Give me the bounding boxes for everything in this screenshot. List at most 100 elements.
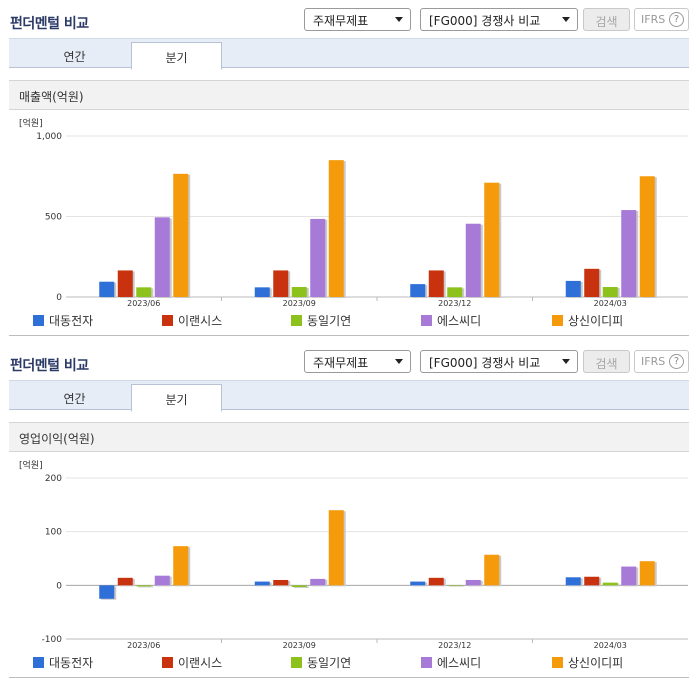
bar-에스씨디-2024-03	[621, 566, 637, 586]
legend-label: 이랜시스	[178, 656, 223, 670]
x-tick-label: 2023/06	[127, 299, 160, 307]
unit-label: [억원]	[19, 117, 43, 129]
panel-title: 펀더멘털 비교	[10, 358, 89, 374]
period-tabs: 연간 분기	[9, 38, 689, 70]
legend-swatch	[33, 315, 44, 326]
chevron-down-icon	[562, 17, 570, 22]
legend-swatch	[552, 315, 563, 326]
tab-annual[interactable]: 연간	[63, 50, 86, 64]
bar-에스씨디-2023-09	[310, 218, 326, 297]
peer-group-select[interactable]: [FG000] 경쟁사 비교	[420, 8, 578, 31]
y-tick-label: -100	[42, 635, 63, 645]
bar-상신이디피-2023-09	[328, 510, 344, 586]
legend-swatch	[162, 315, 173, 326]
legend-label: 동일기연	[307, 314, 352, 328]
legend-label: 동일기연	[307, 656, 352, 670]
chart-svg: [억원] 0 500 1,000 2023/06 2023/09 2023/12 2024/0…	[19, 117, 688, 307]
panel-title: 펀더멘털 비교	[10, 16, 89, 32]
ifrs-button[interactable]: IFRS?	[634, 8, 689, 31]
y-tick-label: 1,000	[36, 132, 62, 142]
ifrs-button[interactable]: IFRS?	[634, 350, 689, 373]
legend-item[interactable]: 상신이디피	[552, 312, 623, 329]
statement-select-value: 주재무제표	[313, 356, 369, 370]
legend-item[interactable]: 동일기연	[291, 654, 351, 671]
bar-동일기연-2023-12	[447, 585, 463, 586]
legend-label: 에스씨디	[437, 314, 482, 328]
bar-대동전자-2023-09	[254, 581, 270, 586]
chart-svg: [억원] -100 0 100 200 2023/06 2023/09 2023/12 2024…	[19, 459, 688, 649]
legend-item[interactable]: 에스씨디	[421, 312, 481, 329]
help-icon[interactable]: ?	[669, 354, 684, 369]
bar-동일기연-2024-03	[602, 287, 618, 297]
x-tick-label: 2023/12	[438, 299, 471, 307]
peer-group-select-value: [FG000] 경쟁사 비교	[429, 14, 541, 28]
tab-quarterly[interactable]: 분기	[131, 384, 222, 412]
legend-item[interactable]: 대동전자	[33, 312, 93, 329]
unit-label: [억원]	[19, 459, 43, 471]
bar-동일기연-2024-03	[602, 582, 618, 586]
bar-이랜시스-2023-09	[273, 579, 289, 586]
bar-대동전자-2023-06	[99, 585, 115, 599]
bar-이랜시스-2023-09	[273, 270, 289, 297]
x-tick-label: 2024/03	[594, 299, 627, 307]
legend-item[interactable]: 상신이디피	[552, 654, 623, 671]
bar-상신이디피-2023-12	[484, 554, 500, 586]
bar-에스씨디-2023-12	[465, 223, 481, 297]
y-tick-label: 500	[45, 213, 62, 223]
bar-이랜시스-2023-06	[117, 270, 133, 297]
bar-상신이디피-2023-09	[328, 160, 344, 297]
y-tick-label: 0	[56, 293, 62, 303]
bar-대동전자-2023-12	[410, 284, 426, 297]
legend-item[interactable]: 대동전자	[33, 654, 93, 671]
legend-swatch	[421, 315, 432, 326]
chart-legend: 대동전자 이랜시스 동일기연 에스씨디 상신이디피	[9, 650, 689, 678]
revenue-chart: [억원] 0 500 1,000 2023/06 2023/09 2023/12 2024/0…	[9, 112, 689, 307]
x-tick-label: 2023/06	[127, 641, 160, 649]
ifrs-label: IFRS	[641, 13, 666, 26]
metric-header: 영업이익(억원)	[9, 422, 689, 452]
statement-select[interactable]: 주재무제표	[304, 350, 411, 373]
bar-이랜시스-2024-03	[584, 268, 600, 297]
x-tick-label: 2023/09	[283, 641, 316, 649]
legend-label: 상신이디피	[568, 314, 624, 328]
bar-에스씨디-2023-06	[154, 575, 170, 586]
tab-annual[interactable]: 연간	[63, 392, 86, 406]
statement-select[interactable]: 주재무제표	[304, 8, 411, 31]
help-icon[interactable]: ?	[669, 12, 684, 27]
tab-quarterly[interactable]: 분기	[131, 42, 222, 70]
x-tick-label: 2023/12	[438, 641, 471, 649]
bar-상신이디피-2023-12	[484, 182, 500, 297]
legend-swatch	[552, 657, 563, 668]
y-tick-label: 0	[56, 581, 62, 591]
search-button[interactable]: 검색	[583, 350, 630, 373]
legend-item[interactable]: 이랜시스	[162, 654, 222, 671]
peer-group-select[interactable]: [FG000] 경쟁사 비교	[420, 350, 578, 373]
bar-동일기연-2023-12	[447, 287, 463, 297]
chevron-down-icon	[562, 359, 570, 364]
legend-item[interactable]: 에스씨디	[421, 654, 481, 671]
bar-이랜시스-2024-03	[584, 576, 600, 586]
period-tabs: 연간 분기	[9, 380, 689, 412]
chevron-down-icon	[395, 359, 403, 364]
bar-이랜시스-2023-06	[117, 577, 133, 586]
statement-select-value: 주재무제표	[313, 14, 369, 28]
bar-대동전자-2023-12	[410, 581, 426, 586]
peer-group-select-value: [FG000] 경쟁사 비교	[429, 356, 541, 370]
bar-동일기연-2023-09	[291, 287, 307, 297]
legend-swatch	[291, 657, 302, 668]
legend-label: 대동전자	[49, 656, 94, 670]
legend-item[interactable]: 이랜시스	[162, 312, 222, 329]
x-tick-label: 2024/03	[594, 641, 627, 649]
ifrs-label: IFRS	[641, 355, 666, 368]
bar-에스씨디-2023-12	[465, 579, 481, 586]
legend-swatch	[421, 657, 432, 668]
bar-에스씨디-2023-06	[154, 217, 170, 297]
panel-revenue: 펀더멘털 비교 주재무제표 [FG000] 경쟁사 비교 검색 IFRS? 연간…	[9, 8, 689, 336]
search-button[interactable]: 검색	[583, 8, 630, 31]
bar-대동전자-2023-09	[254, 287, 270, 297]
bar-에스씨디-2024-03	[621, 210, 637, 297]
legend-item[interactable]: 동일기연	[291, 312, 351, 329]
bar-이랜시스-2023-12	[428, 270, 444, 297]
bar-상신이디피-2023-06	[173, 546, 189, 586]
bar-상신이디피-2024-03	[639, 176, 655, 297]
